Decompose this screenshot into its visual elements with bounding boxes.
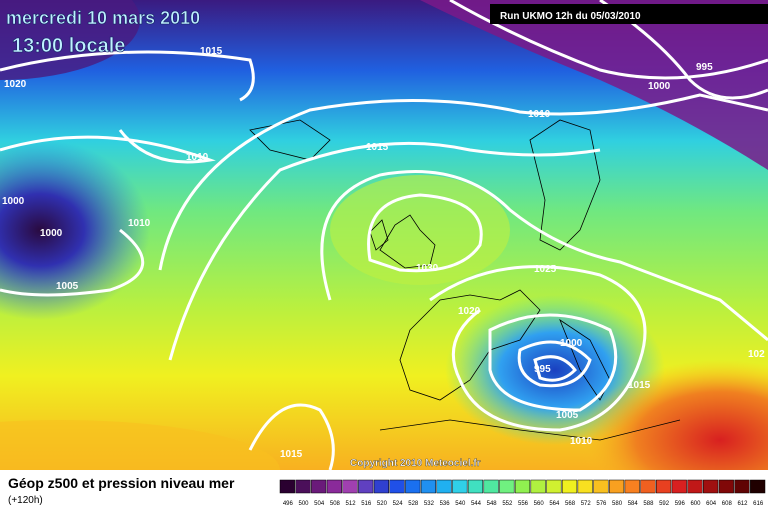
isobar-label: 1025 (534, 264, 557, 275)
map-date: mercredi 10 mars 2010 (6, 8, 200, 28)
isobar-label: 1015 (200, 46, 223, 57)
isobar-label: 102 (748, 349, 765, 360)
scale-swatch (279, 479, 295, 494)
scale-swatch (530, 479, 546, 494)
scale-swatch (624, 479, 640, 494)
scale-label: 504 (314, 501, 325, 507)
isobar-label: 995 (534, 364, 551, 375)
isobar-label: 1030 (416, 263, 439, 274)
scale-label: 576 (596, 501, 607, 507)
scale-label: 588 (643, 501, 654, 507)
scale-swatch (703, 479, 719, 494)
scale-label: 584 (628, 501, 639, 507)
scale-swatch (640, 479, 656, 494)
scale-label: 548 (487, 501, 498, 507)
isobar-label: 1010 (186, 152, 209, 163)
scale-swatch (483, 479, 499, 494)
scale-swatch (561, 479, 578, 494)
map-time: 13:00 locale (12, 35, 125, 57)
scale-swatch (326, 479, 342, 494)
scale-label: 512 (346, 501, 357, 507)
scale-swatch (593, 479, 609, 494)
isobar-label: 995 (696, 62, 713, 73)
isobar-label: 1010 (528, 109, 551, 120)
legend-subtitle: (+120h) (8, 495, 43, 506)
scale-swatch (499, 479, 515, 494)
scale-swatch (452, 479, 468, 494)
scale-label: 508 (330, 501, 341, 507)
isobar-label: 1015 (366, 142, 389, 153)
scale-label: 568 (565, 501, 576, 507)
scale-swatch (420, 479, 437, 494)
isobar-label: 1000 (648, 81, 671, 92)
isobar-label: 1000 (2, 196, 25, 207)
scale-swatch (405, 479, 421, 494)
scale-label: 536 (440, 501, 451, 507)
isobar-labels: 1015 1020 995 1000 1010 1015 1010 1000 1… (2, 46, 765, 460)
scale-label: 520 (377, 501, 388, 507)
scale-label: 604 (706, 501, 717, 507)
scale-swatch (373, 479, 389, 494)
scale-swatch (514, 479, 531, 494)
scale-label: 600 (690, 501, 701, 507)
scale-swatch (311, 479, 327, 494)
scale-swatch (295, 479, 311, 494)
scale-label: 544 (471, 501, 482, 507)
scale-label: 612 (737, 501, 748, 507)
scale-swatch (608, 479, 625, 494)
isobar-label: 1010 (570, 436, 593, 447)
scale-label: 516 (361, 501, 372, 507)
isobar-label: 1020 (458, 306, 481, 317)
isobar-label: 1005 (56, 281, 79, 292)
scale-label: 592 (659, 501, 670, 507)
scale-label: 496 (283, 501, 294, 507)
color-scale: 496 500 504 508 512 516 520 524 528 532 536 540 544 5… (279, 479, 766, 507)
scale-label: 528 (408, 501, 419, 507)
isobar-label: 1000 (560, 338, 583, 349)
scale-label: 616 (753, 501, 764, 507)
scale-label: 500 (299, 501, 310, 507)
scale-swatch (467, 479, 484, 494)
run-label: Run UKMO 12h du 05/03/2010 (500, 11, 641, 22)
isobar-label: 1020 (4, 79, 27, 90)
scale-swatch (656, 479, 672, 494)
legend-title: Géop z500 et pression niveau mer (8, 475, 235, 491)
scale-swatch (734, 479, 750, 494)
scale-label: 552 (502, 501, 513, 507)
scale-label: 596 (675, 501, 686, 507)
scale-swatch (342, 479, 358, 494)
isobar-label: 1005 (556, 410, 579, 421)
scale-swatch (687, 479, 703, 494)
scale-swatch (671, 479, 687, 494)
scale-label: 564 (549, 501, 560, 507)
scale-swatch (389, 479, 405, 494)
isobar-label: 1015 (628, 380, 651, 391)
scale-swatch (750, 479, 766, 494)
isobars (0, 0, 768, 470)
scale-label: 556 (518, 501, 529, 507)
scale-label: 524 (393, 501, 404, 507)
copyright: Copyright 2010 Meteociel.fr (350, 458, 481, 469)
scale-swatch (577, 479, 593, 494)
isobar-label: 1000 (40, 228, 63, 239)
scale-swatch (546, 479, 562, 494)
isobar-label: 1010 (128, 218, 151, 229)
isobar-label: 1015 (280, 449, 303, 460)
scale-label: 540 (455, 501, 466, 507)
run-box (490, 4, 768, 24)
scale-label: 608 (722, 501, 733, 507)
scale-swatch (718, 479, 734, 494)
scale-label: 532 (424, 501, 435, 507)
scale-swatch (358, 479, 374, 494)
scale-label: 580 (612, 501, 623, 507)
scale-swatch (436, 479, 452, 494)
scale-label: 560 (534, 501, 545, 507)
scale-label: 572 (581, 501, 592, 507)
